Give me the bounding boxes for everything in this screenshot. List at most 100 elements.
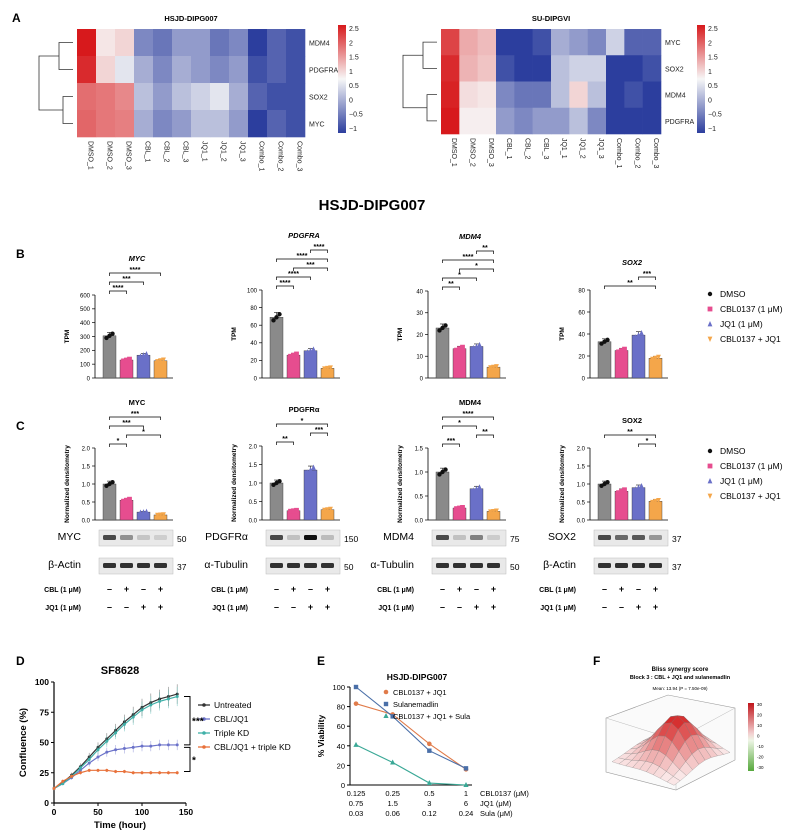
heatmap-cell: [569, 29, 588, 56]
colorbar-tick: −1: [708, 126, 716, 133]
linechart-d-sf8628: SF8628 0 50 100 150 0 25 50 75 100 Time (hour) Conf…: [18, 665, 291, 831]
data-point: [477, 484, 482, 490]
colorbar-tick: -30: [757, 765, 764, 770]
sig-label: ***: [131, 411, 139, 418]
data-point: [656, 354, 661, 361]
sign-jq1: +: [325, 602, 330, 612]
data-point: [656, 497, 661, 504]
colorbar-tick: 0: [349, 97, 353, 104]
x-row-label: JQ1 (μM): [480, 799, 512, 808]
data-point: [328, 365, 333, 371]
sign-jq1: +: [491, 602, 496, 612]
heatmap-row-label: MYC: [309, 122, 325, 129]
y-tick-label: 30: [416, 311, 423, 317]
blot-loading-label: β-Actin: [543, 559, 576, 571]
heatmap-cell: [210, 110, 230, 138]
y-tick-label: 0.0: [577, 518, 586, 524]
blot-strip: [431, 529, 507, 547]
legend-label: JQ1 (1 μM): [720, 319, 763, 329]
y-tick-label: 1.5: [82, 464, 91, 470]
data-point: [161, 357, 166, 363]
heatmap-cell: [134, 29, 154, 57]
y-axis-label: TPM: [64, 330, 71, 344]
data-point: [158, 771, 162, 775]
data-point: [122, 747, 126, 751]
data-point: [96, 768, 100, 772]
heatmap-colorbar: [697, 25, 705, 133]
y-tick-label: 80: [250, 306, 257, 312]
data-point: [636, 484, 641, 490]
sign-jq1: –: [619, 602, 624, 612]
sig-label: ***: [447, 438, 455, 445]
data-point: [707, 448, 713, 454]
heatmap-cell: [96, 83, 116, 111]
heatmap-cell: [606, 29, 625, 56]
blot-band-loading: [436, 563, 449, 568]
data-point: [61, 782, 65, 786]
data-point: [488, 509, 493, 515]
data-point: [131, 715, 135, 719]
data-point: [277, 312, 282, 317]
heatmap-cell: [551, 107, 570, 135]
colorbar-tick: 1.5: [349, 55, 359, 62]
blot-band-loading: [287, 563, 300, 568]
sig-bracket: [276, 423, 328, 427]
y-tick-label: 40: [337, 742, 345, 751]
blot-band: [487, 535, 500, 540]
data-point: [427, 748, 432, 753]
sig-label: *: [475, 263, 478, 270]
sign-cbl: +: [124, 584, 129, 594]
chart-title: MDM4: [459, 398, 482, 407]
data-point: [166, 743, 170, 747]
sig-bracket: [184, 696, 191, 746]
sig-label: *: [458, 420, 461, 427]
sig-bracket: [109, 272, 161, 276]
sig-label: **: [627, 280, 633, 287]
data-point: [390, 714, 395, 719]
heatmap-cell: [248, 56, 268, 84]
y-tick-label: 1.5: [415, 446, 424, 452]
data-point: [443, 467, 448, 472]
bar-2: [631, 487, 646, 521]
heatmap-cell: [441, 107, 460, 135]
data-point: [707, 306, 713, 312]
sig-bracket: [459, 268, 494, 272]
legend-label: CBL0137 (1 μM): [720, 304, 783, 314]
sig-bracket: [442, 443, 460, 447]
data-point: [122, 770, 126, 774]
blot-loading-label: α-Tubulin: [370, 559, 414, 571]
y-tick-label: 2.0: [82, 446, 91, 452]
sign-cbl: –: [636, 584, 641, 594]
heatmap-cell: [441, 55, 460, 82]
heatmap-cell: [286, 29, 306, 57]
x-tick-label: 0.25: [385, 789, 400, 798]
data-point: [636, 332, 641, 338]
heatmap-cell: [551, 29, 570, 56]
row-label-jq1: JQ1 (1 μM): [212, 605, 248, 612]
bar-2: [631, 334, 646, 379]
data-point: [127, 496, 132, 502]
x-tick-label: 0.06: [385, 809, 400, 818]
colorbar-tick: 1: [349, 69, 353, 76]
y-tick-label: 100: [247, 288, 258, 294]
sign-jq1: –: [124, 602, 129, 612]
sign-cbl: +: [491, 584, 496, 594]
row-label-cbl: CBL (1 μM): [539, 587, 576, 594]
data-point: [140, 744, 144, 748]
sig-bracket: [310, 432, 328, 436]
y-tick-label: 0.5: [577, 500, 586, 506]
data-point: [305, 349, 310, 355]
colorbar-tick: 1: [708, 69, 712, 76]
y-tick-label: 600: [80, 293, 91, 299]
dendrogram: [402, 41, 437, 122]
y-tick-label: 0: [44, 798, 49, 808]
colorbar-tick: 30: [757, 702, 763, 707]
data-point: [471, 345, 476, 351]
blot-loading-label: α-Tubulin: [204, 559, 248, 571]
heatmap-col-label: CBL_3: [542, 138, 549, 160]
colorbar-tick: −0.5: [349, 112, 363, 119]
sig-bracket: [638, 443, 656, 447]
heatmap-cell: [496, 107, 515, 135]
surface-colorbar: [748, 703, 754, 771]
